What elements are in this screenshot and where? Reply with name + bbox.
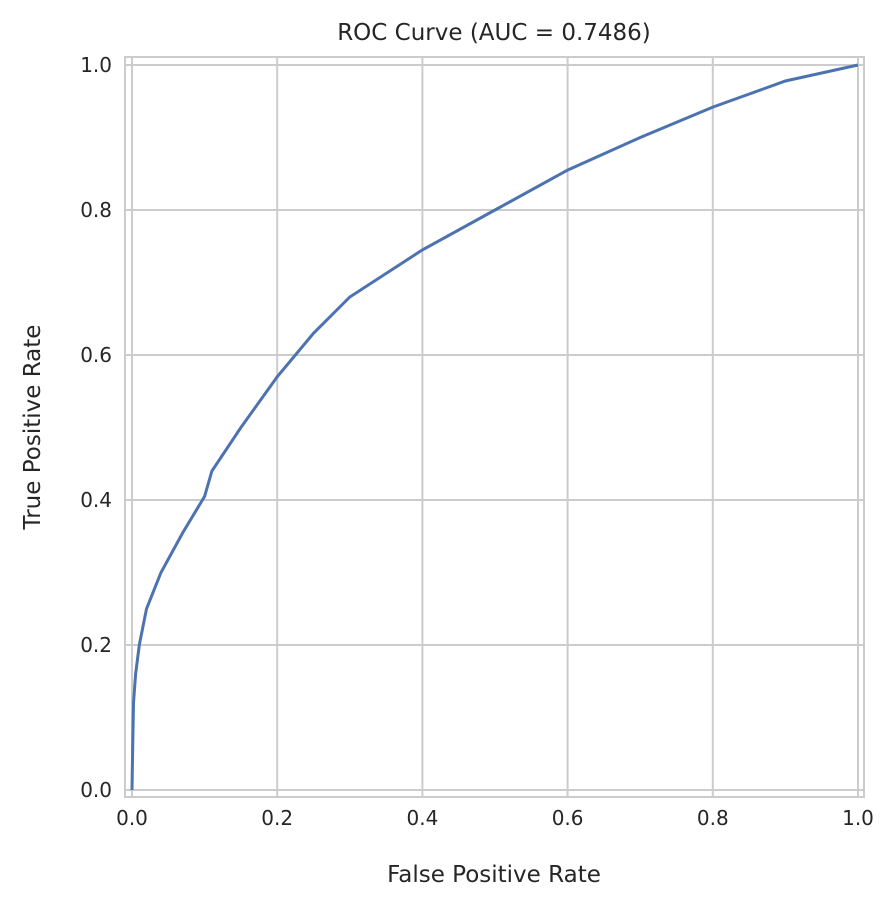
x-tick-label: 0.0 bbox=[116, 806, 148, 830]
x-tick-label: 1.0 bbox=[842, 806, 874, 830]
y-tick-label: 0.8 bbox=[80, 198, 112, 222]
chart-title: ROC Curve (AUC = 0.7486) bbox=[337, 20, 651, 46]
x-tick-label: 0.4 bbox=[406, 806, 438, 830]
y-tick-label: 0.0 bbox=[80, 778, 112, 802]
plot-frame bbox=[124, 56, 865, 798]
y-tick-label: 0.2 bbox=[80, 633, 112, 657]
x-axis-label: False Positive Rate bbox=[387, 862, 601, 888]
y-axis-label: True Positive Rate bbox=[20, 325, 46, 531]
x-tick-label: 0.8 bbox=[697, 806, 729, 830]
x-tick-label: 0.6 bbox=[552, 806, 584, 830]
roc-curve-line bbox=[130, 63, 859, 791]
y-tick-label: 1.0 bbox=[80, 53, 112, 77]
y-tick-label: 0.6 bbox=[80, 343, 112, 367]
x-tick-label: 0.2 bbox=[261, 806, 293, 830]
y-tick-label: 0.4 bbox=[80, 488, 112, 512]
